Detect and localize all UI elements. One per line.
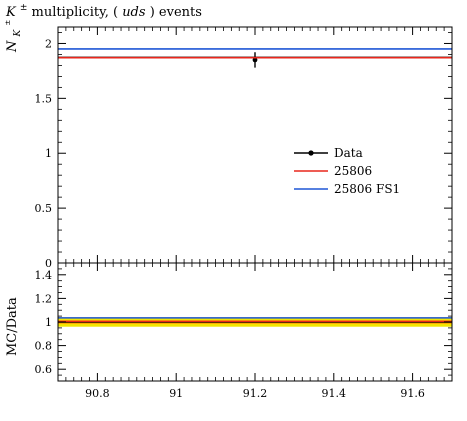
svg-text:K ± multiplicity,: K ± multiplicity, ( uds ) events xyxy=(5,0,202,20)
main-y-tick-label: 1 xyxy=(45,147,52,160)
data-point xyxy=(252,57,258,63)
title-italic: uds xyxy=(122,5,146,20)
main-y-tick-label: 2 xyxy=(45,37,52,50)
title-middle: multiplicity, ( xyxy=(32,5,119,20)
ratio-y-tick-label: 0.8 xyxy=(35,340,53,353)
legend-marker xyxy=(308,150,314,156)
ratio-y-axis-label: MC/Data xyxy=(5,297,20,356)
main-y-tick-label: 0.5 xyxy=(35,202,53,215)
x-tick-label: 91 xyxy=(169,387,183,400)
ylabel-main: N xyxy=(5,40,20,53)
ylabel-sub: K xyxy=(13,28,23,37)
main-y-tick-label: 1.5 xyxy=(35,92,53,105)
title-symbol: K xyxy=(5,5,17,20)
ratio-y-tick-label: 1 xyxy=(45,316,52,329)
x-tick-label: 90.8 xyxy=(85,387,110,400)
legend-label-0: Data xyxy=(334,146,363,160)
chart-title: K ± multiplicity, ( uds ) events xyxy=(5,0,202,20)
legend-label-2: 25806 FS1 xyxy=(334,182,400,196)
title-superscript: ± xyxy=(20,3,28,13)
ratio-y-tick-label: 0.6 xyxy=(35,363,53,376)
ratio-y-tick-label: 1.2 xyxy=(35,292,53,305)
main-y-tick-label: 0 xyxy=(45,257,52,270)
ratio-plot: 0.6 0.8 1 1.2 1.4 90.8 91 91.2 91.4 91.6 xyxy=(35,262,453,400)
x-tick-label: 91.6 xyxy=(400,387,425,400)
main-plot: 0 0.5 1 1.5 2 xyxy=(35,26,453,270)
x-tick-label: 91.2 xyxy=(243,387,268,400)
x-tick-label: 91.4 xyxy=(322,387,347,400)
title-end: ) events xyxy=(150,5,202,20)
main-y-axis-label: N K ± xyxy=(4,20,24,53)
legend-label-1: 25806 xyxy=(334,164,372,178)
legend: Data 25806 25806 FS1 xyxy=(294,146,400,196)
ratio-y-tick-label: 1.4 xyxy=(35,269,53,282)
ylabel-sup: ± xyxy=(4,20,12,26)
